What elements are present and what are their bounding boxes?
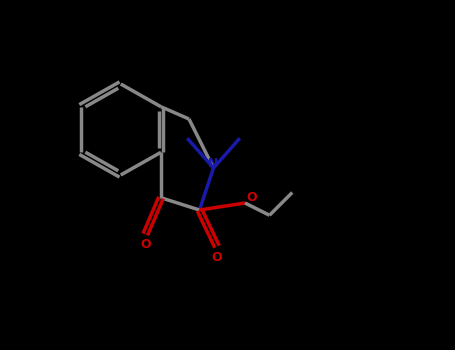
Text: N: N — [208, 157, 219, 170]
Text: O: O — [247, 191, 258, 204]
Text: O: O — [212, 251, 222, 264]
Text: O: O — [140, 238, 151, 252]
